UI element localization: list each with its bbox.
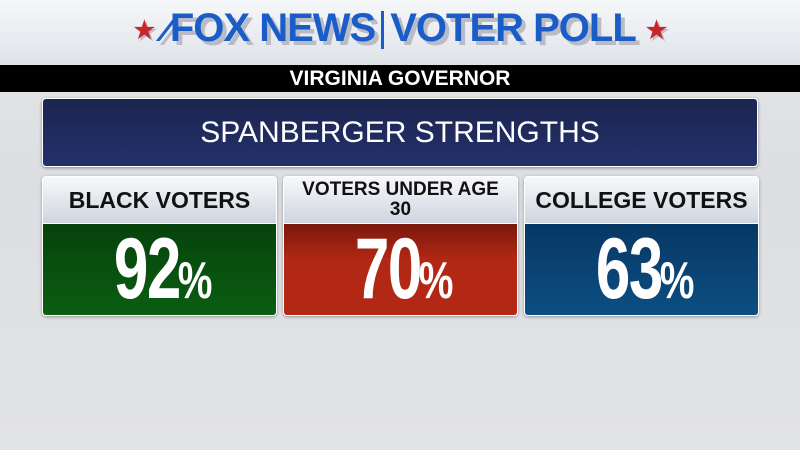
stat-card-college-voters: COLLEGE VOTERS 63% bbox=[524, 176, 759, 316]
stat-card-under-30: VOTERS UNDER AGE 30 70% bbox=[283, 176, 518, 316]
divider bbox=[381, 11, 385, 50]
page-title: SPANBERGER STRENGTHS bbox=[42, 98, 758, 167]
stat-label: BLACK VOTERS bbox=[43, 177, 276, 224]
stat-value: 63% bbox=[525, 224, 758, 315]
stat-label: COLLEGE VOTERS bbox=[525, 177, 758, 224]
percent-sign: % bbox=[418, 252, 454, 310]
stat-label: VOTERS UNDER AGE 30 bbox=[284, 177, 517, 224]
star-icon: ★ bbox=[133, 16, 155, 44]
stat-number: 92 bbox=[113, 221, 180, 316]
stat-number: 63 bbox=[595, 221, 662, 316]
stat-value: 70% bbox=[284, 224, 517, 315]
stat-number: 70 bbox=[354, 221, 421, 316]
star-icon: ★ bbox=[645, 16, 667, 44]
product-name: VOTER POLL bbox=[390, 6, 637, 50]
brand-name: FOX NEWS bbox=[169, 6, 376, 50]
header-banner: ★ ⁄FOX NEWS VOTER POLL ★ bbox=[0, 0, 800, 65]
percent-sign: % bbox=[659, 252, 695, 310]
stat-card-black-voters: BLACK VOTERS 92% bbox=[42, 176, 277, 316]
subtitle-bar: VIRGINIA GOVERNOR bbox=[0, 65, 800, 92]
fox-news-voter-poll-logo: ★ ⁄FOX NEWS VOTER POLL ★ bbox=[0, 6, 800, 51]
fox-bolt-icon: ⁄ bbox=[164, 6, 171, 50]
stat-value: 92% bbox=[43, 224, 276, 315]
percent-sign: % bbox=[177, 252, 213, 310]
